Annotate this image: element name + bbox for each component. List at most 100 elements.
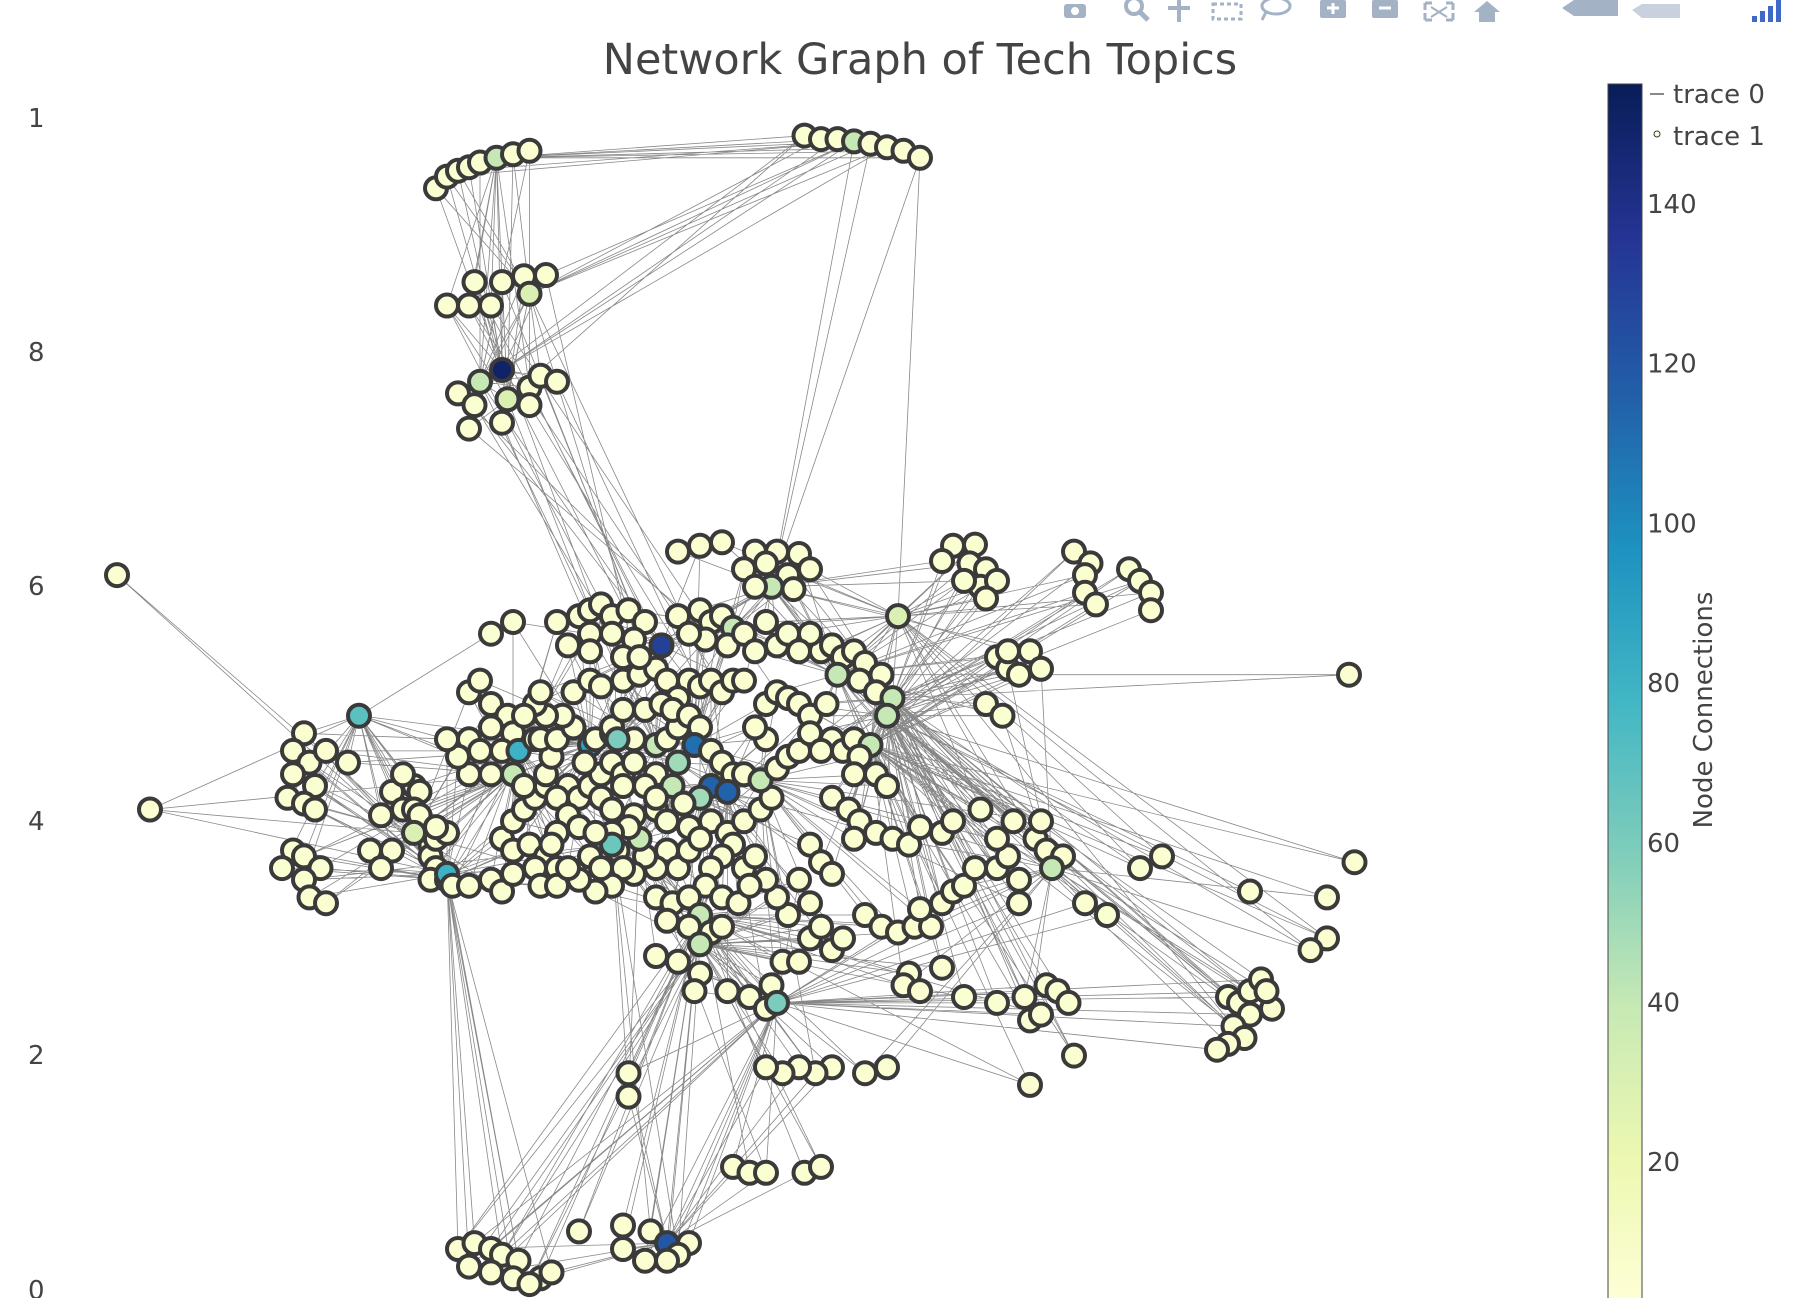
graph-node[interactable] [813,691,840,717]
graph-node[interactable] [989,702,1016,729]
graph-node[interactable] [797,556,823,583]
graph-node[interactable] [786,948,812,975]
graph-node[interactable] [1336,661,1362,688]
graph-node[interactable] [599,620,625,647]
graph-node[interactable] [346,702,372,729]
graph-node[interactable] [830,925,856,952]
graph-node[interactable] [874,773,900,799]
camera-icon[interactable] [1060,0,1090,22]
graph-node[interactable] [489,269,515,296]
hover-closest-icon[interactable] [1560,0,1618,22]
graph-node[interactable] [1006,866,1032,893]
graph-node[interactable] [841,761,867,788]
graph-node[interactable] [461,392,488,419]
graph-node[interactable] [527,679,554,706]
graph-node[interactable] [137,796,163,823]
graph-node[interactable] [1006,661,1032,688]
graph-node[interactable] [665,538,691,565]
graph-node[interactable] [764,989,790,1016]
graph-node[interactable] [467,667,493,694]
graph-node[interactable] [1055,989,1082,1016]
graph-node[interactable] [643,784,669,811]
graph-node[interactable] [951,984,977,1010]
zoom-in-icon[interactable] [1318,0,1348,22]
graph-node[interactable] [681,978,708,1005]
graph-node[interactable] [516,392,543,419]
graph-node[interactable] [1011,984,1038,1010]
graph-node[interactable] [489,357,515,383]
legend-entry-trace-0[interactable]: trace 0 [1673,80,1765,110]
graph-node[interactable] [478,761,504,788]
graph-node[interactable] [368,855,394,882]
graph-node[interactable] [615,1083,642,1110]
graph-node[interactable] [736,872,763,899]
graph-node[interactable] [1314,884,1340,911]
graph-node[interactable] [626,644,653,671]
graph-node[interactable] [599,796,625,823]
graph-node[interactable] [951,567,977,594]
graph-node[interactable] [456,292,482,319]
graph-node[interactable] [742,573,768,600]
graph-node[interactable] [555,855,581,882]
graph-node[interactable] [582,819,609,846]
graph-node[interactable] [313,737,339,764]
graph-node[interactable] [1039,855,1065,882]
graph-node[interactable] [467,368,493,395]
graph-node[interactable] [1127,855,1153,882]
graph-node[interactable] [995,638,1021,665]
lasso-select-icon[interactable] [1258,0,1292,22]
graph-node[interactable] [621,749,647,776]
graph-node[interactable] [874,702,900,729]
graph-node[interactable] [269,855,295,882]
graph-node[interactable] [714,778,741,805]
graph-node[interactable] [676,620,702,647]
graph-node[interactable] [577,638,603,665]
graph-node[interactable] [456,872,482,899]
graph-node[interactable] [423,814,449,841]
graph-node[interactable] [610,1212,636,1239]
graph-node[interactable] [709,529,735,556]
plotly-logo-icon[interactable] [1750,0,1781,22]
graph-node[interactable] [555,632,581,659]
graph-node[interactable] [654,907,680,934]
graph-node[interactable] [104,562,130,589]
graph-node[interactable] [874,1054,900,1081]
graph-node[interactable] [467,737,493,764]
graph-node[interactable] [973,585,999,612]
graph-node[interactable] [538,1259,565,1286]
graph-node[interactable] [478,292,504,319]
graph-node[interactable] [571,749,598,776]
graph-node[interactable] [709,913,735,940]
graph-node[interactable] [654,1247,680,1274]
graph-node[interactable] [516,1271,543,1298]
graph-node[interactable] [742,714,768,741]
graph-node[interactable] [670,790,697,817]
graph-node[interactable] [648,632,675,659]
graph-node[interactable] [808,913,834,940]
graph-node[interactable] [687,532,713,559]
graph-node[interactable] [478,620,504,647]
graph-node[interactable] [632,1247,658,1274]
graph-node[interactable] [434,292,460,319]
graph-node[interactable] [907,144,933,171]
reset-axes-icon[interactable] [1470,0,1500,22]
graph-node[interactable] [984,989,1010,1016]
graph-node[interactable] [1138,597,1164,624]
graph-node[interactable] [456,1253,482,1280]
graph-node[interactable] [929,548,955,574]
graph-node[interactable] [687,931,713,958]
graph-node[interactable] [1253,978,1280,1005]
box-select-icon[interactable] [1210,0,1243,22]
autoscale-icon[interactable] [1422,0,1455,22]
graph-node[interactable] [610,773,636,799]
graph-node[interactable] [538,831,565,858]
graph-node[interactable] [461,269,488,296]
graph-node[interactable] [1149,843,1175,870]
graph-node[interactable] [885,603,911,630]
graph-node[interactable] [940,808,966,835]
graph-node[interactable] [907,896,933,923]
graph-node[interactable] [544,368,570,395]
graph-node[interactable] [1028,808,1054,835]
graph-node[interactable] [1006,890,1032,917]
graph-node[interactable] [808,737,834,764]
